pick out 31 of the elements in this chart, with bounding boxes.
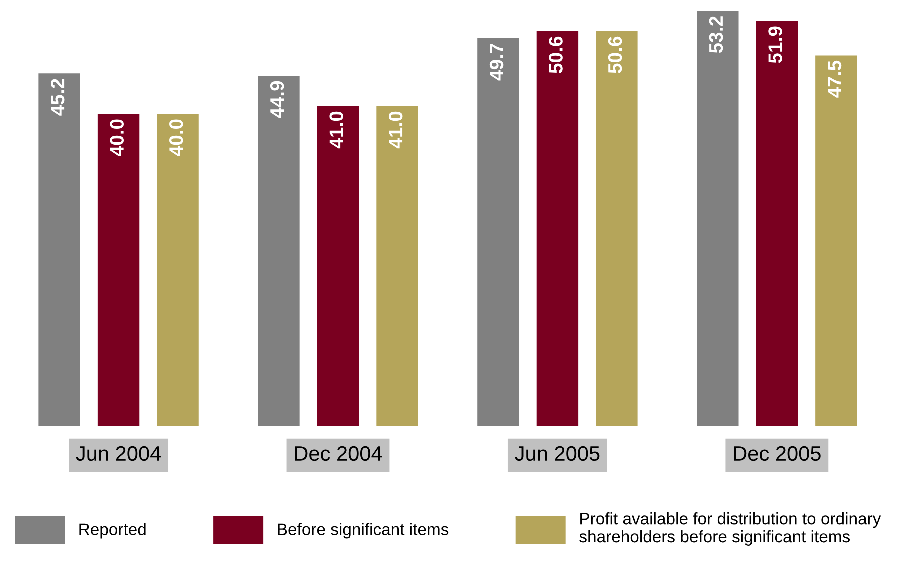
bar	[98, 114, 140, 426]
legend-label: Reported	[80, 523, 146, 539]
bar	[756, 21, 798, 426]
bar	[536, 32, 579, 426]
bar	[258, 76, 300, 426]
data-label: 51.9	[768, 26, 782, 64]
legend-label: Profit available for distribution to ordinary shareholders before significant items	[580, 512, 882, 546]
bar	[596, 32, 638, 426]
bar	[697, 11, 739, 426]
data-label: 40.0	[110, 120, 124, 156]
data-label: 50.6	[608, 36, 622, 74]
data-label: 50.6	[549, 36, 563, 74]
data-label: 41.0	[330, 112, 344, 149]
data-label: 49.7	[490, 44, 504, 81]
data-label: 53.2	[709, 16, 724, 54]
bar	[317, 106, 360, 426]
x-tick-label: Dec 2005	[734, 446, 821, 462]
legend-label: Before significant items	[278, 523, 449, 539]
x-tick-label: Jun 2004	[76, 446, 162, 462]
data-label: 40.0	[169, 120, 184, 156]
bar	[478, 38, 520, 426]
data-label: 41.0	[388, 112, 403, 149]
bar	[157, 114, 199, 426]
bar	[38, 74, 80, 426]
x-tick-label: Jun 2005	[515, 446, 600, 462]
data-label: 47.5	[828, 60, 842, 98]
data-label: 45.2	[50, 79, 65, 116]
bar	[376, 106, 418, 426]
data-label: 44.9	[270, 81, 284, 118]
bar	[816, 56, 858, 426]
x-tick-label: Dec 2004	[295, 446, 382, 462]
